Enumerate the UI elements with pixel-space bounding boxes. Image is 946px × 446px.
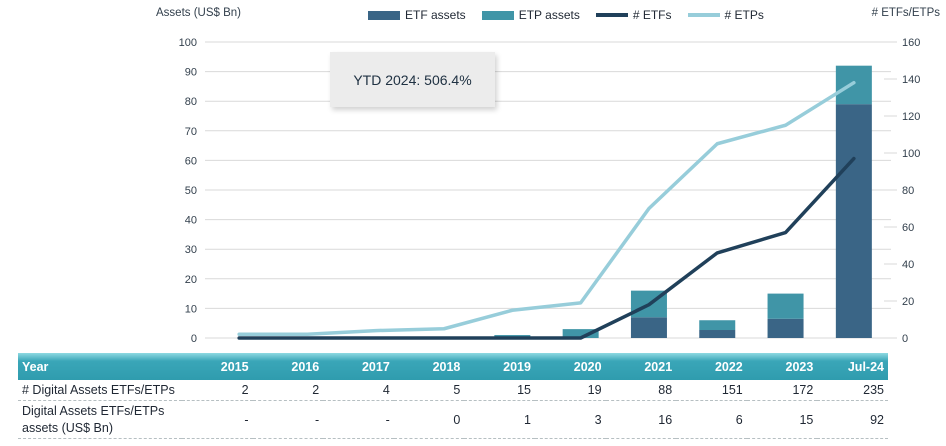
legend-item-etf-assets: ETF assets — [368, 8, 466, 22]
table-cell: 2 — [182, 380, 253, 402]
table-row-label: # Digital Assets ETFs/ETPs — [18, 380, 182, 402]
right-axis-tick-label: 120 — [902, 111, 920, 123]
table-row: # Digital Assets ETFs/ETPs 2 2 4 5 15 19 88 151 1… — [18, 380, 888, 402]
table-cell: 172 — [746, 380, 818, 402]
table-cell: 92 — [817, 400, 888, 439]
table-header-2023: 2023 — [746, 353, 818, 380]
left-axis-tick-label: 80 — [185, 96, 197, 108]
table-header-2021: 2021 — [605, 353, 677, 380]
ytd-annotation: YTD 2024: 506.4% — [330, 52, 495, 107]
left-axis-tick-label: 10 — [185, 303, 197, 315]
data-table: Year 2015 2016 2017 2018 2019 2020 2021 2022 2023… — [18, 353, 888, 439]
left-axis-tick-label: 90 — [185, 67, 197, 79]
table-cell: 88 — [605, 380, 677, 402]
series-line-etfs — [237, 156, 856, 340]
right-axis-tick-label: 80 — [902, 185, 914, 197]
etp-assets-bar-Jul-24 — [835, 65, 872, 105]
legend-label: ETP assets — [518, 8, 580, 22]
table-cell: 1 — [464, 400, 535, 439]
table-cell: 2 — [252, 380, 324, 402]
table-row-label-text: # Digital Assets ETFs/ETPs — [22, 383, 175, 397]
table-header-2016: 2016 — [252, 353, 324, 380]
etf-assets-bar-Jul-24 — [835, 104, 872, 338]
table-cell: - — [323, 400, 394, 439]
table-cell: 235 — [817, 380, 888, 402]
left-axis-tick-label: 40 — [185, 215, 197, 227]
etf-assets-bar-2023 — [767, 318, 804, 338]
series-line-etps — [237, 80, 856, 337]
table-header-year: Year — [18, 353, 182, 380]
legend-item-etfs: # ETFs — [595, 8, 672, 22]
legend-item-etp-assets: ETP assets — [481, 8, 580, 22]
table-cell: - — [182, 400, 253, 439]
table-cell: 3 — [534, 400, 606, 439]
table-header-2022: 2022 — [676, 353, 747, 380]
legend-label: ETF assets — [405, 8, 466, 22]
table-header-2020: 2020 — [534, 353, 606, 380]
etf-assets-bar-2021 — [630, 317, 667, 338]
table-cell: 15 — [746, 400, 818, 439]
etp-assets-bar-2022 — [699, 320, 736, 331]
left-axis-tick-label: 70 — [185, 126, 197, 138]
right-axis-tick-label: 20 — [902, 296, 914, 308]
legend-line-swatch — [687, 13, 720, 17]
table-row: Digital Assets ETFs/ETPs assets (US$ Bn)… — [18, 400, 888, 439]
table-cell: 0 — [393, 400, 465, 439]
etp-assets-bar-2023 — [767, 293, 804, 319]
legend-label: # ETPs — [724, 8, 764, 22]
legend-item-etps: # ETPs — [687, 8, 764, 22]
etp-assets-bar-2020 — [562, 329, 599, 338]
table-header-Jul-24: Jul-24 — [817, 353, 888, 380]
table-cell: 5 — [393, 380, 465, 402]
left-axis-tick-label: 0 — [191, 333, 197, 345]
etf-assets-bar-2022 — [699, 330, 736, 338]
table-cell: 16 — [605, 400, 677, 439]
table-header-2018: 2018 — [393, 353, 465, 380]
right-axis-tick-label: 100 — [902, 148, 920, 160]
table-cell: 15 — [464, 380, 535, 402]
table-cell: 19 — [534, 380, 606, 402]
right-axis-tick-label: 140 — [902, 74, 920, 86]
table-cell: 6 — [676, 400, 747, 439]
left-axis-tick-label: 20 — [185, 274, 197, 286]
table-cell: 151 — [676, 380, 747, 402]
left-axis-title: Assets (US$ Bn) — [156, 7, 241, 19]
chart-legend: ETF assets ETP assets # ETFs # ETPs — [368, 8, 764, 22]
right-axis-tick-label: 40 — [902, 259, 914, 271]
table-row-label-text: Digital Assets ETFs/ETPs assets (US$ Bn) — [22, 404, 165, 435]
combo-chart: 0 10 20 30 40 50 60 70 80 90 100 0 20 40 60 80 100 120 140… — [179, 37, 921, 345]
table-row-label: Digital Assets ETFs/ETPs assets (US$ Bn) — [18, 400, 182, 439]
table-cell: - — [252, 400, 324, 439]
left-axis-tick-label: 50 — [185, 185, 197, 197]
left-axis-tick-label: 30 — [185, 244, 197, 256]
table-cell: 4 — [323, 380, 394, 402]
right-axis-tick-label: 0 — [902, 333, 908, 345]
table-header-2017: 2017 — [323, 353, 394, 380]
table-header-2015: 2015 — [182, 353, 253, 380]
left-axis-tick-label: 60 — [185, 155, 197, 167]
right-axis-tick-label: 160 — [902, 37, 920, 49]
legend-bar-swatch — [368, 10, 400, 20]
legend-line-swatch — [595, 13, 628, 17]
right-axis-tick-label: 60 — [902, 222, 914, 234]
left-axis-tick-label: 100 — [179, 37, 197, 49]
table-header-2019: 2019 — [464, 353, 535, 380]
legend-bar-swatch — [481, 10, 514, 20]
right-axis-title: # ETFs/ETPs — [871, 7, 940, 19]
table-header-row: Year 2015 2016 2017 2018 2019 2020 2021 2022 2023… — [18, 353, 888, 380]
legend-label: # ETFs — [632, 8, 672, 22]
